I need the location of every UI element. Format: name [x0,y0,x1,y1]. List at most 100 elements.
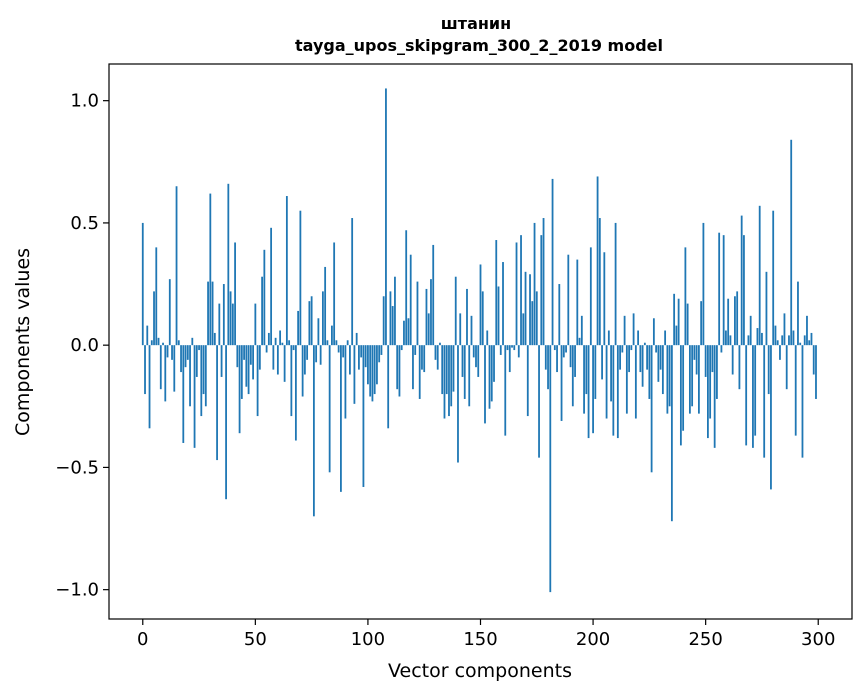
bar [279,330,282,346]
bar [182,345,185,443]
bar [159,345,162,390]
bar [806,315,808,346]
y-axis-ticks: 1.0 0.5 0.0 −0.5 −1.0 [55,91,109,601]
bar [274,337,277,346]
bar [513,345,516,351]
bar [294,345,297,441]
bar [574,345,576,377]
bar [551,178,554,346]
bar [448,345,450,417]
bar [547,345,549,390]
bar [144,345,146,395]
bar [315,345,318,363]
bar [220,345,223,377]
bar [567,254,570,346]
bar [427,313,430,346]
bar [450,345,453,407]
bar [452,345,455,392]
bar [700,301,703,346]
y-tick-label: 0.5 [70,213,99,234]
bar [621,345,624,353]
bar [153,291,155,346]
bar [803,335,806,346]
y-axis-label: Components values [12,248,34,436]
bar [686,303,689,346]
bar [263,249,266,346]
bar [797,281,799,346]
bar [756,328,759,346]
bar [249,345,252,365]
bar [594,345,597,399]
bar [542,218,545,346]
bar [207,281,209,346]
bar [515,242,518,346]
bar [157,337,160,346]
bar [358,345,360,370]
bar [812,345,815,375]
bar [378,345,381,363]
bar [276,345,279,375]
bar [310,296,313,346]
bar [146,325,149,346]
bar [164,345,167,402]
bar [592,345,594,434]
bar [312,345,315,517]
bar [308,301,311,346]
bar [236,345,239,368]
bar [758,205,761,346]
bar [670,345,673,522]
bar [306,345,309,360]
bar [585,345,588,395]
bar [779,345,781,360]
bar [767,345,770,395]
bar [436,345,439,370]
bar [281,342,284,346]
bar [466,288,468,346]
bar [247,345,250,395]
bar [709,345,712,419]
bar [716,345,718,399]
bar [695,345,698,375]
bar [520,235,522,346]
bar [387,345,390,429]
bar [376,345,378,385]
bar [150,340,153,346]
bar [776,340,779,346]
bar [815,345,817,399]
bar [421,345,423,370]
bar [571,345,574,407]
bar [666,345,669,414]
bar [612,345,615,436]
bar [265,345,268,353]
bar [335,340,338,346]
bar [198,345,200,351]
bar [576,259,579,346]
bar [290,345,293,417]
bar [240,345,243,399]
bar [173,345,176,392]
bar [740,215,743,346]
bar [540,235,543,346]
bar [470,315,473,346]
bar [619,345,621,370]
bar [529,274,531,346]
bar [344,345,347,419]
bar [394,276,396,346]
bar [729,335,732,346]
bar [502,262,504,346]
bar [727,298,730,346]
bar [488,345,491,409]
bar [486,330,489,346]
bar [479,264,482,346]
bar [209,193,212,346]
bar [544,345,547,370]
bar [738,345,741,390]
bar [508,345,511,373]
bar [328,345,331,473]
bar [258,345,261,370]
x-tick-label: 150 [463,629,497,650]
bar [272,345,275,370]
bar [371,345,374,402]
bar [412,345,414,390]
bar [634,345,637,419]
